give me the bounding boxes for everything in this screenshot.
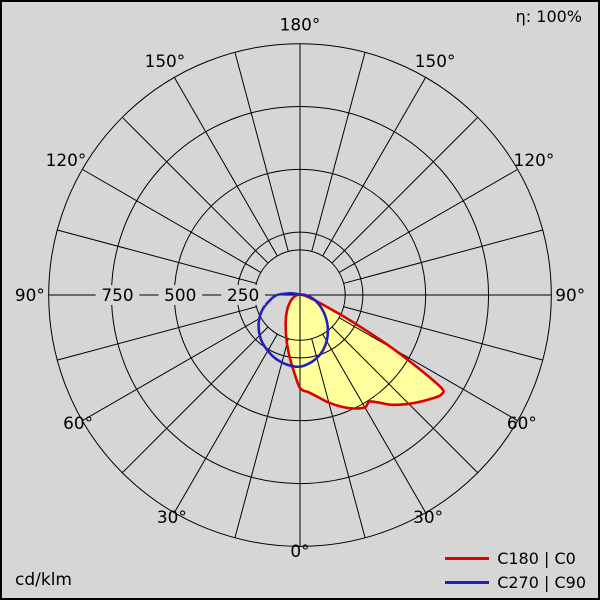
angle-label: 120° [46, 150, 87, 170]
grid-spoke [343, 306, 543, 361]
grid-spoke [343, 229, 543, 284]
grid-spoke [121, 326, 269, 474]
ring-label-bg [221, 285, 266, 305]
grid-spoke [173, 77, 278, 257]
angle-label: 120° [514, 150, 555, 170]
units-label: cd/klm [15, 570, 72, 590]
legend-line-c180-c0 [445, 557, 490, 560]
efficiency-label: η: 100% [515, 7, 582, 26]
ring-label-bg [158, 285, 203, 305]
angle-label: 150° [415, 51, 456, 71]
angle-label: 0° [290, 541, 309, 561]
curves-layer [257, 291, 445, 410]
angle-label: 90° [15, 285, 45, 305]
angle-label: 30° [157, 507, 187, 527]
labels-layer: 250 500 750 0° 30° 30° 60° 60° 90° 90° 120° 120° 150… [15, 15, 585, 561]
angle-label: 90° [555, 285, 585, 305]
ring-label: 750 [101, 285, 133, 305]
angle-label: 180° [280, 15, 321, 35]
polar-grid [48, 43, 552, 547]
legend-label-c180-c0: C180 | C0 [497, 549, 576, 568]
grid-spoke [311, 338, 366, 538]
grid-spoke [322, 77, 427, 257]
beam-fill-layer [285, 294, 444, 409]
grid-spoke [234, 338, 289, 538]
curve-c270-c90 [257, 291, 330, 369]
grid-spoke [121, 116, 269, 264]
ring-label: 250 [227, 285, 259, 305]
grid-spoke [311, 52, 366, 252]
angle-label: 60° [507, 413, 537, 433]
grid-spoke [322, 333, 427, 513]
ring-label: 500 [164, 285, 196, 305]
legend-item-c270-c90: C270 | C90 [445, 573, 586, 592]
legend-line-c270-c90 [445, 581, 490, 584]
angle-label: 30° [413, 507, 443, 527]
grid-spoke [338, 168, 518, 273]
grid-spoke [82, 317, 262, 422]
grid-spoke [331, 326, 479, 474]
grid-spoke [331, 116, 479, 264]
angle-label: 60° [63, 413, 93, 433]
grid-spoke [338, 317, 518, 422]
legend-label-c270-c90: C270 | C90 [497, 573, 586, 592]
beam-area [285, 294, 444, 409]
legend-item-c180-c0: C180 | C0 [445, 549, 586, 568]
ring-label-bg [95, 285, 140, 305]
grid-spoke [173, 333, 278, 513]
legend: C180 | C0 C270 | C90 [445, 549, 586, 592]
grid-spoke [82, 168, 262, 273]
grid-spoke [234, 52, 289, 252]
grid-spoke [57, 306, 257, 361]
grid-spoke [57, 229, 257, 284]
angle-label: 150° [145, 51, 186, 71]
